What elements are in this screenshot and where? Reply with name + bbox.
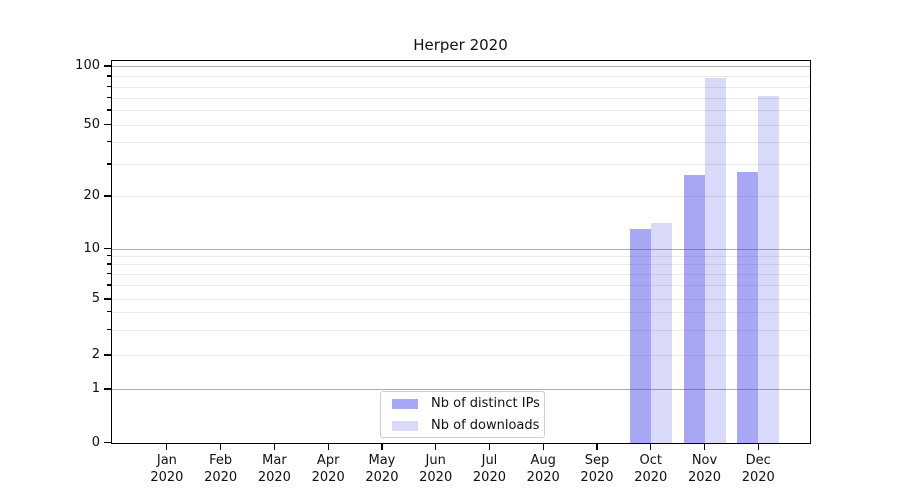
- x-tick: [273, 444, 275, 451]
- x-tick-label: Aug 2020: [526, 453, 560, 485]
- x-tick-label: Nov 2020: [687, 453, 722, 485]
- x-tick-label: Sep 2020: [580, 453, 614, 485]
- x-tick: [220, 444, 222, 451]
- legend-row: Nb of distinct IPs: [392, 396, 544, 411]
- y-gridline-minor: [111, 164, 810, 165]
- y-gridline-minor: [111, 273, 810, 275]
- x-tick: [542, 444, 544, 451]
- x-tick-label: Feb 2020: [204, 453, 238, 485]
- legend-label-downloads: Nb of downloads: [431, 418, 540, 433]
- y-minor-tick: [106, 86, 111, 88]
- y-gridline-minor: [111, 329, 810, 331]
- bar-distinct-ips: [683, 175, 705, 445]
- y-gridline-major: [111, 248, 810, 250]
- y-tick-label: 1: [91, 381, 100, 396]
- x-tick: [166, 444, 168, 451]
- legend-swatch-distinct-ips: [392, 398, 418, 409]
- y-minor-tick: [106, 163, 111, 165]
- y-gridline-major: [111, 389, 810, 391]
- y-tick-label: 100: [75, 58, 100, 73]
- y-tick: [103, 441, 111, 444]
- y-tick-label: 50: [83, 116, 100, 132]
- legend: Nb of distinct IPs Nb of downloads: [380, 391, 545, 438]
- x-tick-label: Oct 2020: [634, 453, 668, 485]
- y-tick: [103, 388, 111, 390]
- spine-right: [809, 59, 811, 445]
- y-gridline-minor: [111, 76, 810, 77]
- y-gridline-minor: [111, 299, 810, 300]
- bar-distinct-ips: [629, 228, 651, 445]
- spine-left: [110, 59, 112, 445]
- y-tick: [103, 65, 111, 67]
- y-tick: [103, 354, 111, 356]
- y-tick-label: 10: [83, 240, 100, 256]
- y-minor-tick: [106, 263, 111, 265]
- x-tick: [327, 444, 329, 451]
- y-gridline-minor: [111, 97, 810, 99]
- y-gridline-minor: [111, 255, 810, 257]
- y-gridline-major: [111, 66, 810, 68]
- y-tick-label: 2: [91, 347, 100, 362]
- bar-downloads: [758, 96, 780, 445]
- y-gridline-minor: [111, 86, 810, 88]
- y-gridline-minor: [111, 110, 810, 111]
- y-tick: [103, 247, 111, 250]
- bar-distinct-ips: [737, 172, 759, 445]
- spine-bottom: [110, 443, 811, 445]
- bar-downloads: [650, 223, 672, 445]
- x-tick-label: Jan 2020: [150, 453, 184, 485]
- x-tick: [435, 444, 437, 451]
- x-tick: [703, 444, 706, 451]
- x-tick-label: Jun 2020: [419, 453, 453, 485]
- y-tick: [103, 195, 111, 197]
- y-tick-label: 20: [83, 188, 100, 203]
- x-tick-label: May 2020: [365, 453, 399, 485]
- x-tick-label: Jul 2020: [472, 453, 506, 485]
- y-minor-tick: [106, 328, 111, 331]
- y-minor-tick: [106, 140, 111, 143]
- y-minor-tick: [106, 75, 111, 77]
- x-tick: [488, 444, 491, 451]
- y-minor-tick: [106, 310, 111, 313]
- x-tick: [757, 444, 759, 451]
- x-tick: [650, 444, 652, 451]
- chart-title: Herper 2020: [413, 36, 508, 54]
- x-tick-label: Mar 2020: [257, 453, 291, 485]
- y-gridline-minor: [111, 264, 810, 265]
- y-tick-label: 0: [91, 434, 100, 450]
- legend-row: Nb of downloads: [392, 418, 544, 433]
- y-minor-tick: [106, 96, 111, 99]
- x-tick: [596, 444, 598, 451]
- legend-label-distinct-ips: Nb of distinct IPs: [431, 396, 540, 411]
- y-gridline-minor: [111, 141, 810, 143]
- y-tick: [103, 123, 111, 126]
- y-gridline-minor: [111, 124, 810, 126]
- y-minor-tick: [106, 284, 111, 286]
- y-minor-tick: [106, 109, 111, 111]
- y-tick-label: 5: [91, 291, 100, 306]
- y-minor-tick: [106, 254, 111, 257]
- legend-swatch-downloads: [392, 420, 418, 431]
- x-tick-label: Dec 2020: [741, 453, 775, 485]
- spine-top: [110, 59, 811, 61]
- x-tick-label: Apr 2020: [311, 453, 345, 485]
- x-tick: [381, 444, 383, 451]
- y-tick: [103, 298, 111, 300]
- y-minor-tick: [106, 272, 111, 275]
- y-gridline-minor: [111, 196, 810, 197]
- y-gridline-minor: [111, 311, 810, 313]
- y-gridline-minor: [111, 355, 810, 356]
- y-gridline-minor: [111, 285, 810, 286]
- bar-downloads: [704, 78, 726, 445]
